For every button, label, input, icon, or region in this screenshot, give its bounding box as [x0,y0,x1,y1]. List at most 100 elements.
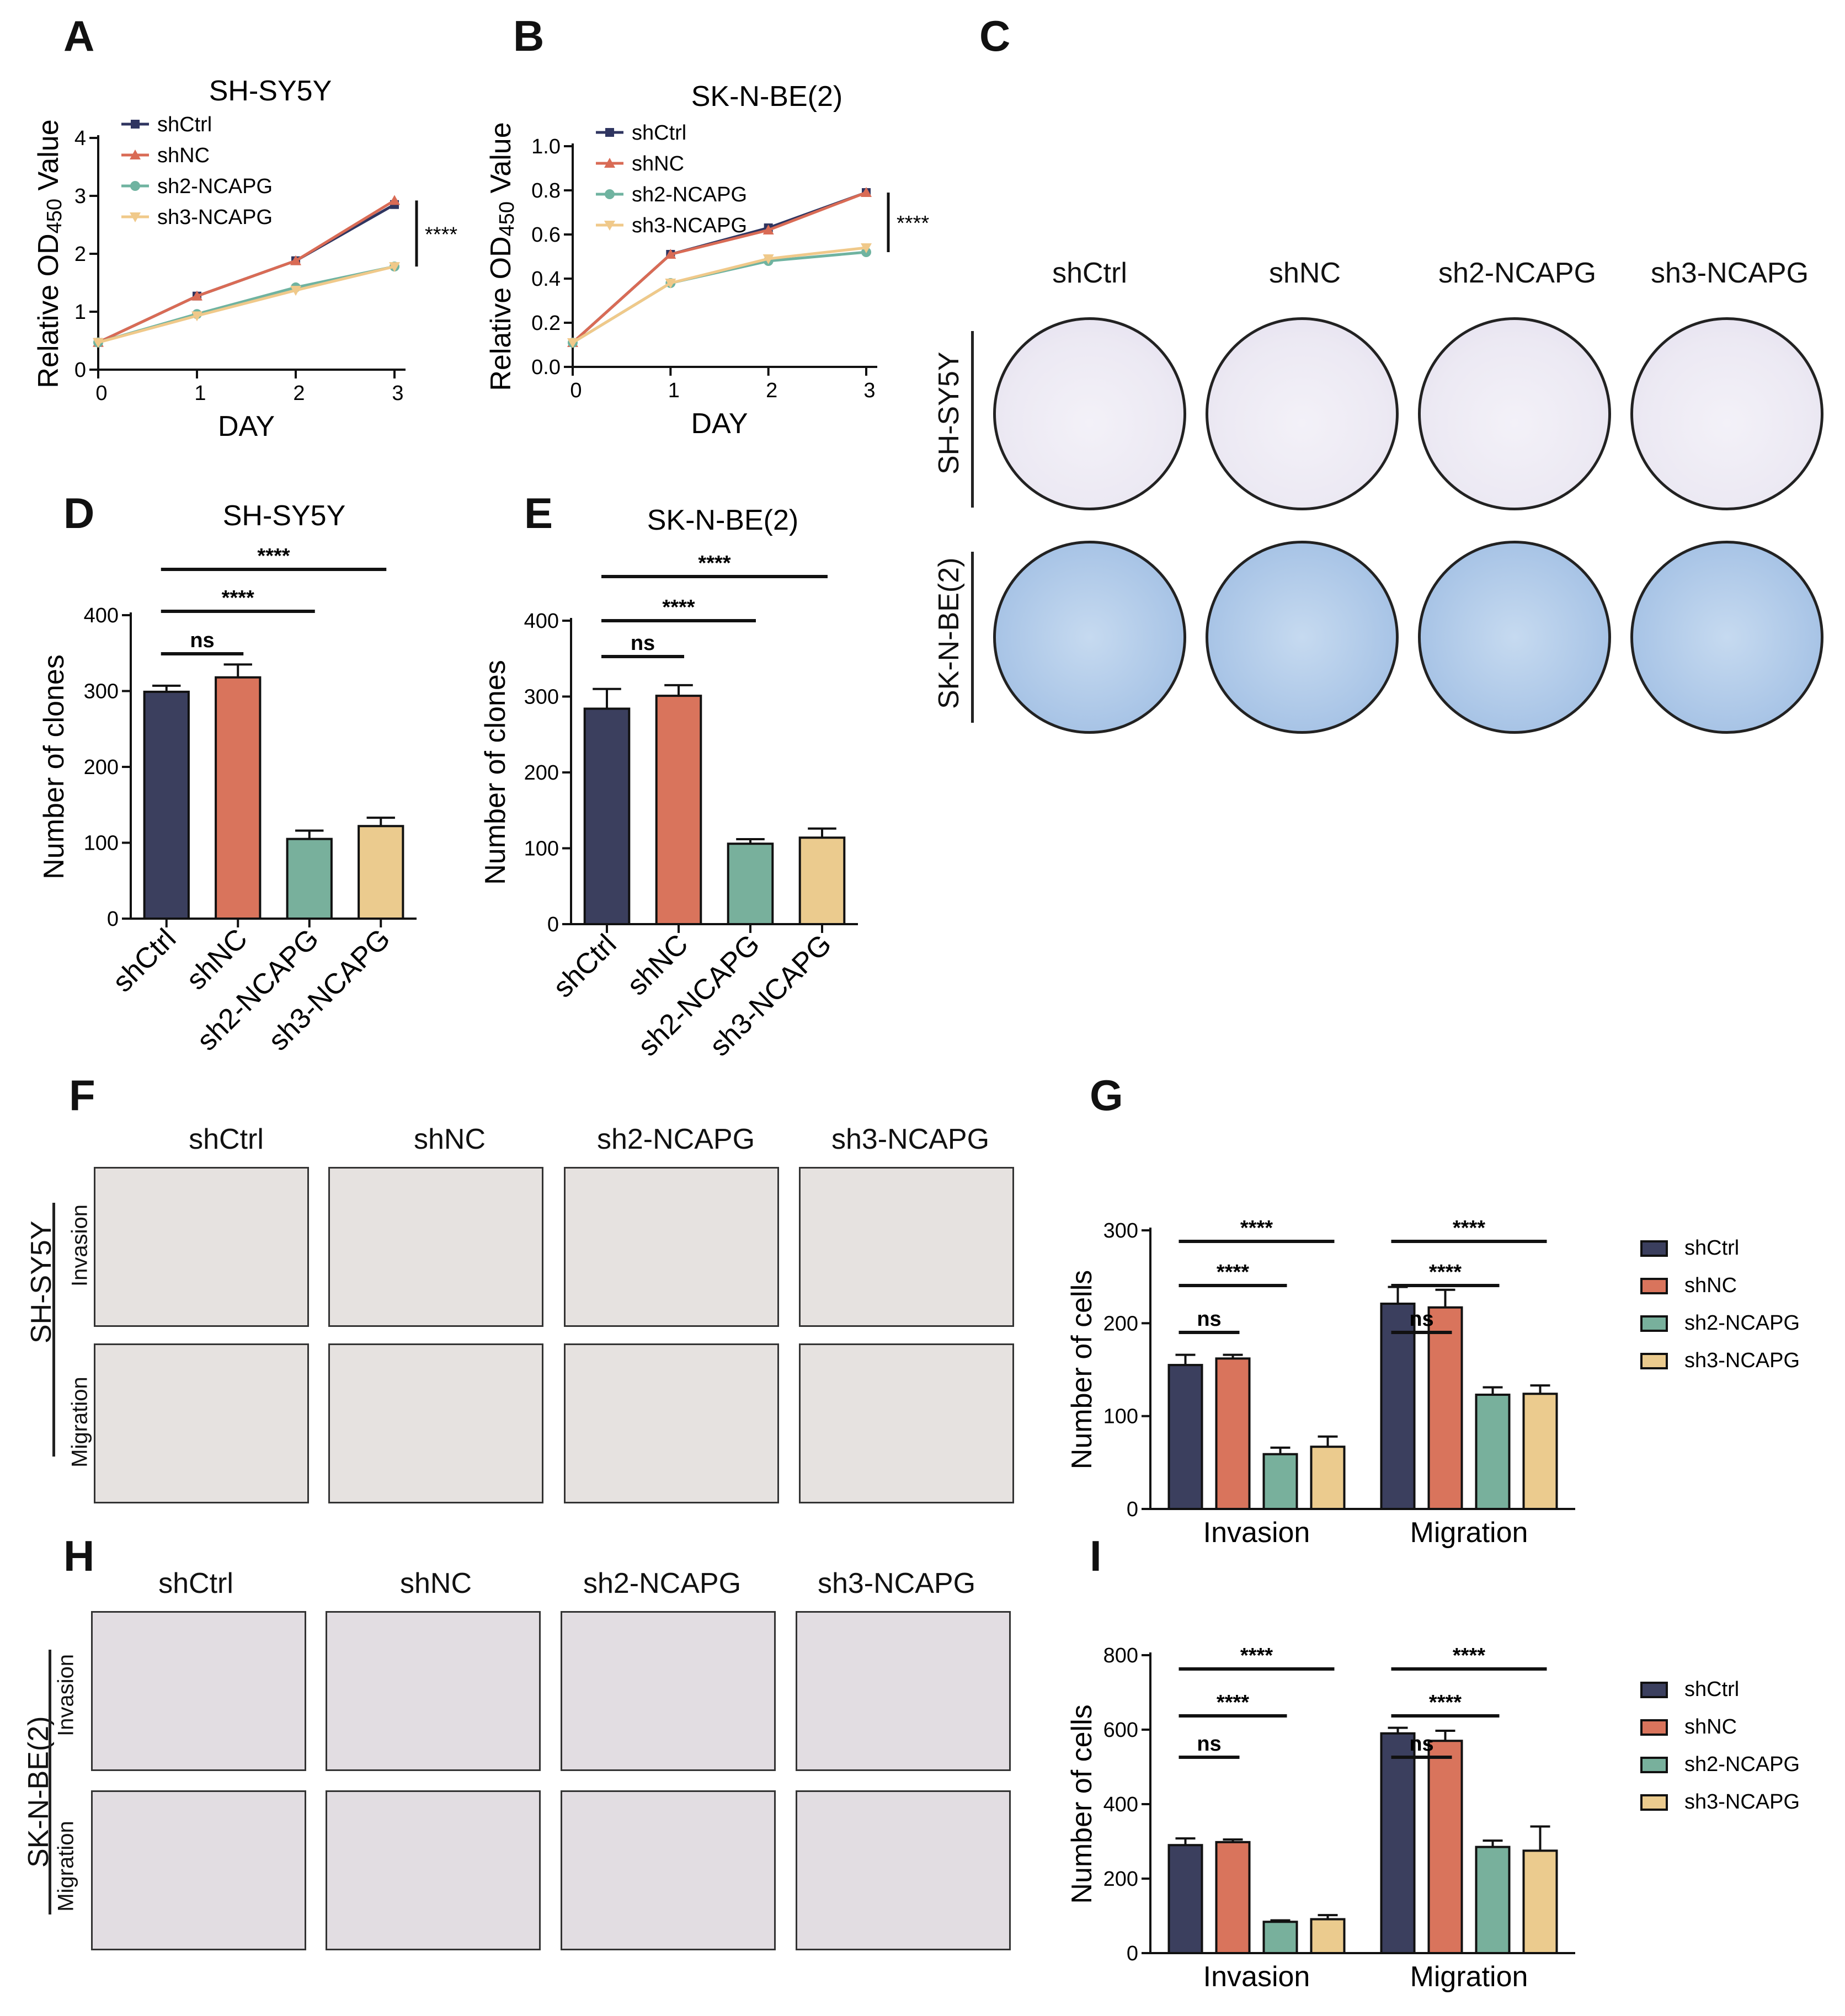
data-point [567,338,578,348]
data-point [130,150,141,159]
panel-c-row-label: SK-N-BE(2) [933,557,965,709]
y-tick-label: 4 [74,127,86,150]
bar [358,825,404,920]
colony-dish [1630,541,1823,734]
bar [1427,1740,1463,1954]
data-point [191,290,202,301]
colony-dish [993,317,1186,510]
y-tick-label: 0 [547,913,559,936]
data-point [861,187,872,197]
panel-label-i: I [1090,1532,1102,1580]
significance-label: ns [1409,1308,1433,1331]
y-tick-label: 200 [84,756,119,779]
legend-swatch [1640,1794,1668,1811]
panel-label-e: E [524,489,553,537]
y-axis-label: Relative OD450 Value [486,122,519,391]
panel-f-sub-label: Invasion [67,1204,92,1287]
y-tick-label: 300 [1103,1219,1138,1242]
chart-title: SK-N-BE(2) [647,504,798,536]
data-point [762,254,774,264]
chart-a: 0 1 2 3 4 0 1 2 3 DAY Relative OD450 Value SH-SY5Y s… [33,75,457,442]
significance-label: **** [425,223,457,246]
y-tick-label: 0 [1127,1942,1138,1965]
panel-c-col-title: shNC [1268,257,1341,289]
panel-c-col-title: shCtrl [1052,257,1127,289]
panel-label-f: F [69,1071,95,1119]
microscopy-image [796,1611,1011,1771]
legend-swatch [1640,1757,1668,1773]
y-tick-label: 200 [1103,1312,1138,1335]
panel-h-col-title: sh3-NCAPG [817,1567,976,1599]
y-axis-label: Number of clones [479,660,511,885]
y-tick-label: 200 [1103,1868,1138,1891]
data-point [604,158,615,168]
panel-label-h: H [63,1532,95,1580]
significance-label: **** [1453,1644,1485,1667]
chart-title: SH-SY5Y [209,75,332,107]
data-point [762,225,774,234]
data-point [604,221,615,231]
y-tick-label: 0.8 [531,179,561,202]
panel-label-c: C [979,12,1011,60]
panel-c-row-label: SH-SY5Y [933,351,965,474]
panel-label-a: A [63,12,95,60]
significance-label: ns [1197,1308,1221,1331]
significance-label: ns [1197,1732,1221,1756]
colony-dish [1418,317,1611,510]
legend-label: shNC [1684,1715,1737,1738]
x-axis-label: DAY [218,410,275,442]
bar [1262,1921,1298,1954]
colony-dish [1418,541,1611,734]
microscopy-image [91,1790,306,1950]
microscopy-image [328,1167,543,1327]
microscopy-image [91,1611,306,1771]
series-line [572,191,867,344]
significance-label: ns [190,629,214,652]
significance-label: **** [662,596,695,619]
bar [1167,1844,1203,1954]
legend-swatch [1640,1682,1668,1698]
legend-label: sh2-NCAPG [157,175,273,198]
chart-e: 0 100 200 300 400 Number of clones SK-N-BE(2) s… [479,504,858,1063]
legend-label: sh2-NCAPG [1684,1311,1800,1335]
bar [1475,1393,1511,1511]
microscopy-image [326,1611,541,1771]
panel-h-col-title: shNC [399,1567,472,1599]
colony-dish [1630,317,1823,510]
x-tick-label: Invasion [1203,1961,1310,1993]
significance-label: **** [1429,1691,1462,1714]
y-axis-label: Number of cells [1066,1270,1098,1469]
chart-title: SK-N-BE(2) [691,81,842,113]
bar [143,690,190,920]
significance-label: **** [1453,1217,1485,1240]
x-tick-label: 1 [668,379,680,402]
legend-label: shNC [157,144,210,167]
panel-h-sub-label: Migration [54,1821,78,1912]
legend-label: shNC [632,152,684,175]
data-point [665,279,676,289]
y-tick-label: 100 [524,838,559,861]
legend-swatch [1640,1719,1668,1736]
significance-label: **** [1240,1217,1273,1240]
y-tick-label: 0 [74,359,86,382]
significance-label: **** [1217,1261,1249,1284]
panel-f-col-title: sh2-NCAPG [596,1123,755,1155]
x-tick-label: Invasion [1203,1517,1310,1549]
x-tick-label: Migration [1410,1961,1528,1993]
bar [798,836,846,925]
data-point [290,286,301,296]
panel-f-row-bar [52,1203,55,1457]
y-tick-label: 800 [1103,1644,1138,1667]
bar [1215,1357,1251,1510]
data-point [130,212,141,222]
bar [1310,1446,1346,1511]
panel-c-col-title: sh2-NCAPG [1438,257,1597,289]
microscopy-image [328,1343,543,1503]
data-point [389,195,400,205]
significance-label: **** [257,545,290,568]
data-point [191,311,202,322]
y-tick-label: 0.0 [531,356,561,379]
microscopy-image [561,1790,776,1950]
bar [1380,1302,1416,1510]
bar [215,676,262,920]
